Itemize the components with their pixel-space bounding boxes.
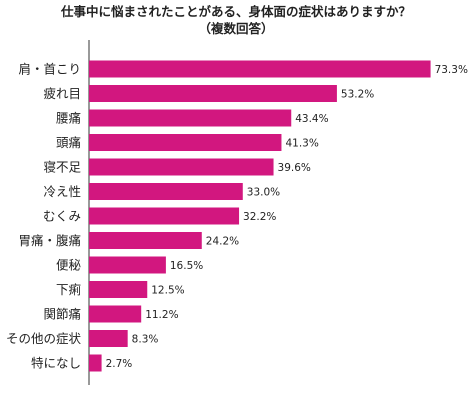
value-label: 73.3%: [435, 64, 468, 76]
value-label: 16.5%: [170, 260, 203, 272]
value-label: 11.2%: [145, 309, 178, 321]
bar: [89, 134, 282, 151]
bar: [89, 158, 274, 176]
bar: [89, 85, 337, 102]
bar: [89, 207, 240, 225]
value-label: 24.2%: [206, 236, 239, 248]
category-label: 疲れ目: [43, 86, 81, 101]
value-label: 8.3%: [132, 334, 159, 346]
bar: [89, 305, 142, 323]
bar: [89, 330, 128, 347]
category-label: 下痢: [56, 282, 81, 297]
category-label: むくみ: [43, 209, 81, 224]
bar: [89, 232, 202, 249]
bar: [89, 183, 243, 200]
category-label: 関節痛: [43, 307, 81, 322]
bar: [89, 256, 166, 274]
category-label: 胃痛・腹痛: [18, 233, 81, 248]
bar: [89, 60, 431, 78]
category-label: その他の症状: [6, 331, 82, 346]
chart-title: 仕事中に悩まされたことがある、身体面の症状はありますか？: [60, 4, 411, 19]
bar: [89, 281, 148, 298]
category-label: 冷え性: [43, 184, 81, 199]
bars-group: 肩・首こり 73.3% 疲れ目 53.2% 腰痛 43.4% 頭痛 41.3% 寝不足 39.6%…: [6, 60, 468, 372]
value-label: 2.7%: [106, 358, 133, 370]
chart-subtitle: （複数回答）: [198, 21, 273, 36]
value-label: 39.6%: [278, 162, 311, 174]
category-label: 肩・首こり: [18, 62, 81, 77]
value-label: 12.5%: [151, 285, 184, 297]
category-label: 便秘: [56, 258, 82, 273]
value-label: 53.2%: [341, 89, 374, 101]
bar: [89, 109, 292, 127]
category-label: 寝不足: [43, 160, 81, 175]
category-label: 頭痛: [56, 135, 81, 150]
value-label: 32.2%: [243, 211, 276, 223]
value-label: 41.3%: [285, 138, 318, 150]
value-label: 33.0%: [247, 187, 280, 199]
bar: [89, 354, 102, 372]
category-label: 特になし: [31, 356, 81, 371]
value-label: 43.4%: [295, 113, 328, 125]
category-label: 腰痛: [56, 111, 81, 126]
